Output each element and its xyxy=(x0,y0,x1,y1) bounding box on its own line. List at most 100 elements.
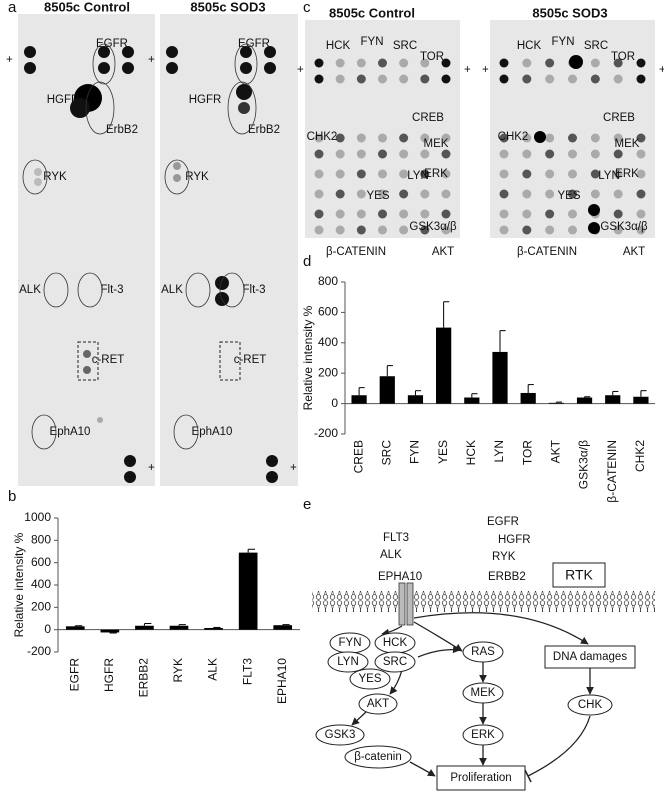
spot xyxy=(378,74,387,84)
spot xyxy=(568,169,577,179)
spot xyxy=(545,169,555,179)
spot xyxy=(441,133,451,143)
spot xyxy=(441,58,451,68)
arrow xyxy=(413,612,589,645)
label: + xyxy=(148,54,155,66)
spot xyxy=(378,58,387,68)
x-tick-label: SRC xyxy=(379,440,393,466)
label: ALK xyxy=(161,284,183,296)
spot xyxy=(613,133,623,143)
spot xyxy=(522,74,532,84)
spot xyxy=(545,209,555,219)
diagram xyxy=(312,562,655,791)
y-tick-label: 1000 xyxy=(24,510,51,524)
spot xyxy=(399,225,409,235)
label: MEK xyxy=(424,138,449,150)
y-tick-label: 0 xyxy=(44,622,51,636)
node xyxy=(567,694,613,716)
spot xyxy=(314,209,324,219)
label: + xyxy=(659,64,664,76)
x-tick-label: CREB xyxy=(351,440,365,473)
label: TOR xyxy=(420,51,444,63)
spot xyxy=(613,58,623,68)
spot xyxy=(399,74,409,84)
spot xyxy=(98,62,110,74)
spot xyxy=(441,74,451,84)
label: RYK xyxy=(43,171,67,183)
spot xyxy=(335,169,345,179)
spot xyxy=(499,149,509,159)
label: ERK xyxy=(471,729,495,741)
spot xyxy=(420,133,430,143)
label: LYN xyxy=(337,656,359,668)
spot xyxy=(499,209,509,219)
spot xyxy=(545,58,555,68)
bar xyxy=(65,626,85,630)
x-tick-label: β-CATENIN xyxy=(605,440,619,503)
rtk: RTK xyxy=(565,567,593,583)
inhibition xyxy=(527,715,591,777)
label: FYN xyxy=(339,637,362,649)
spot xyxy=(499,74,509,84)
label: EGFR xyxy=(238,38,270,50)
circle-mark xyxy=(219,272,245,308)
spot xyxy=(545,149,555,159)
label: RYK xyxy=(492,551,516,563)
spot xyxy=(636,58,646,68)
spot xyxy=(356,58,366,68)
receptor xyxy=(406,582,414,626)
circle-mark xyxy=(92,43,116,85)
label: Flt-3 xyxy=(243,284,266,296)
node xyxy=(327,651,369,673)
spot xyxy=(70,98,90,118)
spot xyxy=(356,74,366,84)
spot xyxy=(499,58,509,68)
label: + xyxy=(464,64,471,76)
label: LYN xyxy=(598,170,620,182)
spot xyxy=(545,189,555,199)
label: SRC xyxy=(393,40,417,52)
label: YES xyxy=(366,190,389,202)
spot xyxy=(522,58,532,68)
spot xyxy=(420,149,430,159)
label: Proliferation xyxy=(450,772,511,784)
spot xyxy=(166,46,178,58)
spot xyxy=(399,189,409,199)
circle-mark xyxy=(173,414,199,450)
bar xyxy=(548,402,564,404)
y-tick-label: -200 xyxy=(27,644,51,658)
spot xyxy=(534,131,546,143)
label: + xyxy=(290,462,297,474)
spot xyxy=(356,133,366,143)
bar xyxy=(492,351,508,404)
spot xyxy=(399,169,409,179)
spot xyxy=(568,133,577,143)
spot xyxy=(264,46,276,58)
label: FYN xyxy=(552,36,575,48)
label: c-RET xyxy=(234,354,267,366)
spot xyxy=(441,189,451,199)
x-tick-label: GSK3α/β xyxy=(577,440,591,489)
spot xyxy=(399,149,409,159)
spot xyxy=(378,209,387,219)
x-tick-label: AKT xyxy=(549,439,563,463)
label: c xyxy=(303,0,311,16)
spot xyxy=(122,62,134,74)
spot xyxy=(124,455,136,467)
x-tick-label: FYN xyxy=(408,440,422,464)
spot xyxy=(613,149,623,159)
spot xyxy=(568,189,577,199)
label: CHK xyxy=(578,699,603,711)
spot xyxy=(522,169,532,179)
y-tick-label: 800 xyxy=(31,533,51,547)
y-tick-label: 800 xyxy=(318,274,338,288)
y-axis-label: Relative intensity % xyxy=(301,305,315,410)
spot xyxy=(236,84,252,100)
arrow xyxy=(409,761,436,777)
label: β-catenin xyxy=(354,751,402,763)
spot xyxy=(636,225,646,235)
x-tick-label: HGFR xyxy=(102,658,116,692)
x-tick-label: CHK2 xyxy=(633,440,647,472)
spot xyxy=(399,133,409,143)
label: HCK xyxy=(517,40,542,52)
